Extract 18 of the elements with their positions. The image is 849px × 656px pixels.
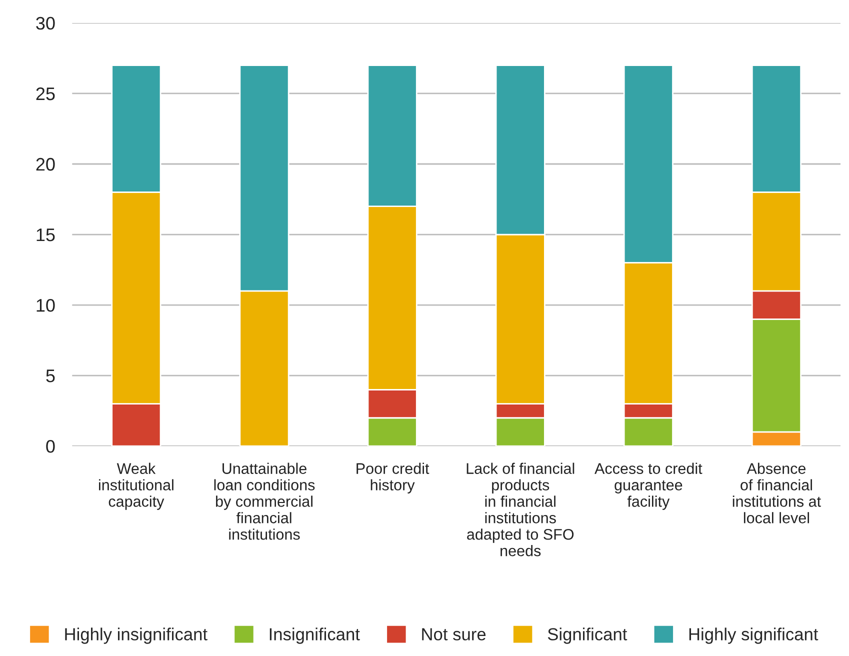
y-tick-label: 15	[36, 228, 55, 242]
x-tick-label: Unattainable loan conditions by commercial financial institutions	[214, 462, 315, 540]
legend-label: Significant	[548, 628, 628, 644]
y-tick-label: 5	[46, 370, 55, 382]
x-tick-label: Access to credit guarantee facility	[594, 462, 702, 510]
y-tick-label: 25	[36, 87, 55, 100]
y-tick-label: 30	[36, 16, 55, 30]
y-tick-label: 0	[46, 440, 55, 453]
y-tick-label: 20	[36, 158, 55, 171]
y-tick-label: 10	[36, 298, 55, 312]
legend-label: Highly insignificant	[65, 628, 208, 644]
legend-label: Highly significant	[689, 628, 818, 644]
x-tick-label: Lack of financial products in financial institutions adapted to SFO needs	[466, 462, 574, 556]
x-tick-label: Absence of financial institutions at local level	[732, 462, 821, 524]
legend-label: Not sure	[422, 628, 486, 640]
x-tick-label: Poor credit history	[356, 462, 430, 494]
x-tick-label: Weak institutional capacity	[99, 462, 174, 510]
legend-label: Insignificant	[270, 628, 360, 644]
